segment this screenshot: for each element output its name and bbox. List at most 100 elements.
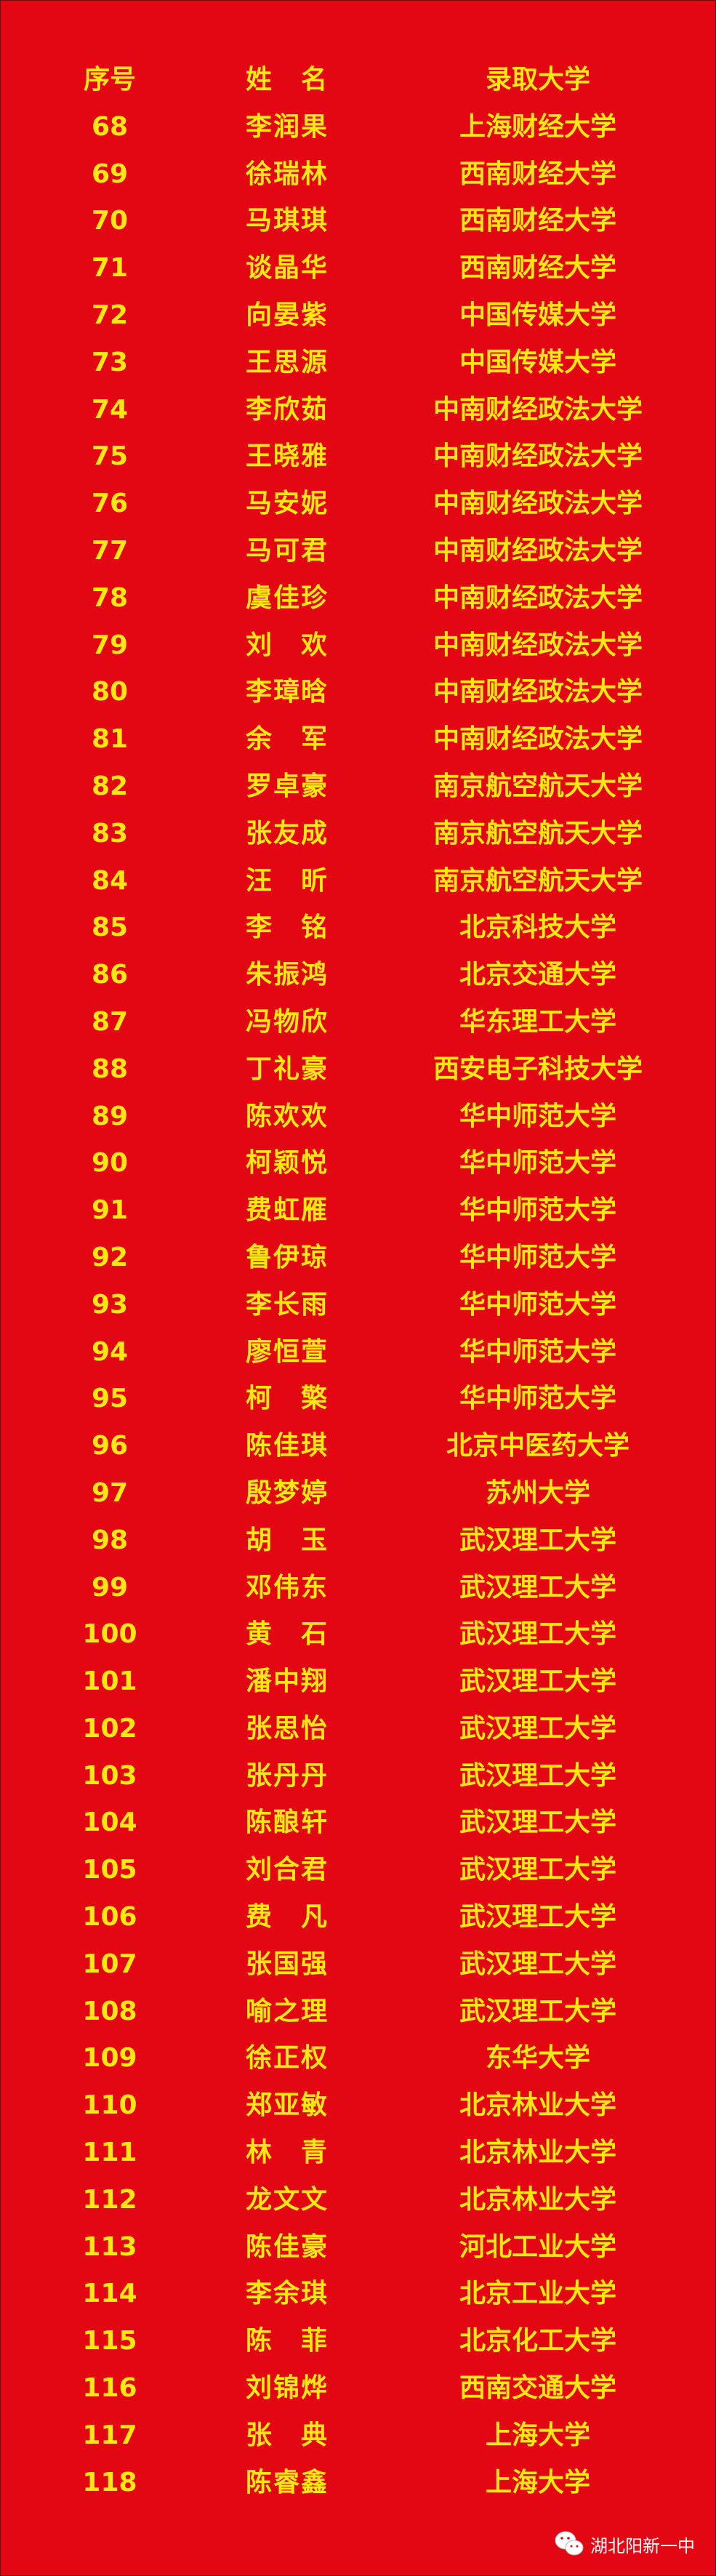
row-university: 华中师范大学: [459, 1289, 616, 1320]
row-university: 西南财经大学: [459, 159, 616, 189]
row-no: 87: [91, 1006, 129, 1037]
table-row: 73 王思源 中国传媒大学: [0, 340, 716, 387]
row-university: 华中师范大学: [459, 1336, 616, 1367]
row-university: 武汉理工大学: [459, 1666, 616, 1697]
row-no: 84: [91, 865, 129, 896]
row-university: 北京科技大学: [459, 912, 616, 943]
row-university: 河北工业大学: [459, 2231, 616, 2262]
table-row: 114 李余琪 北京工业大学: [0, 2271, 716, 2318]
row-no: 88: [91, 1054, 129, 1084]
row-name: 刘 欢: [246, 630, 327, 660]
table-row: 82 罗卓豪 南京航空航天大学: [0, 763, 716, 811]
row-university: 华中师范大学: [459, 1148, 616, 1179]
row-no: 76: [91, 489, 129, 519]
row-university: 华中师范大学: [459, 1242, 616, 1272]
row-name: 黄 石: [246, 1619, 327, 1650]
row-no: 79: [91, 630, 129, 660]
row-name: 汪 昕: [246, 865, 327, 896]
row-no: 95: [91, 1384, 129, 1414]
watermark-text: 湖北阳新一中: [590, 2535, 695, 2556]
row-name: 马可君: [246, 535, 327, 566]
row-university: 西南交通大学: [459, 2373, 616, 2404]
row-name: 李璋晗: [246, 677, 327, 707]
row-no: 89: [91, 1101, 129, 1131]
row-no: 101: [82, 1666, 137, 1697]
table-row: 100 黄 石 武汉理工大学: [0, 1611, 716, 1658]
row-no: 103: [82, 1760, 137, 1791]
row-university: 中南财经政法大学: [433, 489, 643, 519]
row-name: 徐瑞林: [246, 159, 327, 189]
table-row: 108 喻之理 武汉理工大学: [0, 1989, 716, 2036]
table-row: 116 刘锦烨 西南交通大学: [0, 2365, 716, 2412]
row-name: 林 青: [246, 2138, 327, 2168]
row-no: 75: [91, 441, 129, 472]
row-no: 114: [82, 2279, 137, 2309]
row-no: 117: [82, 2420, 137, 2450]
row-university: 北京交通大学: [459, 960, 616, 990]
row-name: 柯 檠: [246, 1384, 327, 1414]
table-row: 69 徐瑞林 西南财经大学: [0, 151, 716, 198]
row-university: 上海大学: [485, 2467, 590, 2497]
row-university: 武汉理工大学: [459, 1949, 616, 1979]
table-row: 101 潘中翔 武汉理工大学: [0, 1658, 716, 1706]
row-no: 73: [91, 347, 129, 377]
table-row: 102 张思怡 武汉理工大学: [0, 1706, 716, 1753]
row-university: 南京航空航天大学: [433, 771, 643, 801]
row-university: 北京林业大学: [459, 2184, 616, 2215]
table-row: 90 柯颖悦 华中师范大学: [0, 1140, 716, 1187]
row-university: 武汉理工大学: [459, 1525, 616, 1555]
row-no: 90: [91, 1148, 129, 1179]
row-name: 张思怡: [246, 1713, 327, 1744]
row-university: 北京工业大学: [459, 2279, 616, 2309]
row-no: 113: [82, 2231, 137, 2262]
row-name: 徐正权: [246, 2043, 327, 2074]
table-row: 74 李欣茹 中南财经政法大学: [0, 387, 716, 434]
row-no: 68: [91, 111, 129, 142]
row-university: 中南财经政法大学: [433, 441, 643, 472]
row-university: 华中师范大学: [459, 1195, 616, 1226]
row-university: 中南财经政法大学: [433, 535, 643, 566]
row-university: 中南财经政法大学: [433, 724, 643, 755]
row-name: 柯颖悦: [246, 1148, 327, 1179]
row-name: 罗卓豪: [246, 771, 327, 801]
row-no: 80: [91, 677, 129, 707]
row-no: 118: [82, 2467, 137, 2497]
table-row: 95 柯 檠 华中师范大学: [0, 1376, 716, 1423]
row-name: 李润果: [246, 111, 327, 142]
row-university: 上海大学: [485, 2420, 590, 2450]
row-no: 105: [82, 1855, 137, 1885]
row-no: 96: [91, 1431, 129, 1461]
row-no: 108: [82, 1996, 137, 2026]
row-no: 102: [82, 1713, 137, 1744]
row-name: 胡 玉: [246, 1525, 327, 1555]
row-no: 86: [91, 960, 129, 990]
row-name: 陈佳豪: [246, 2231, 327, 2262]
table-row: 78 虞佳珍 中南财经政法大学: [0, 575, 716, 622]
row-name: 喻之理: [246, 1996, 327, 2026]
row-name: 廖恒萱: [246, 1336, 327, 1367]
row-name: 李 铭: [246, 912, 327, 943]
row-university: 中国传媒大学: [459, 347, 616, 377]
table-row: 70 马琪琪 西南财经大学: [0, 198, 716, 245]
row-no: 107: [82, 1949, 137, 1979]
row-name: 张友成: [246, 818, 327, 848]
row-name: 李长雨: [246, 1289, 327, 1320]
row-university: 中国传媒大学: [459, 300, 616, 330]
table-row: 91 费虹雁 华中师范大学: [0, 1187, 716, 1235]
row-name: 张 典: [246, 2420, 327, 2450]
table-row: 97 殷梦婷 苏州大学: [0, 1470, 716, 1517]
table-row: 92 鲁伊琼 华中师范大学: [0, 1235, 716, 1282]
wechat-icon: [555, 2531, 584, 2556]
row-university: 武汉理工大学: [459, 1855, 616, 1885]
row-no: 83: [91, 818, 129, 848]
table-header: 序号 姓 名 录取大学: [0, 57, 716, 104]
row-no: 70: [91, 206, 129, 236]
header-name: 姓 名: [246, 65, 327, 95]
row-university: 中南财经政法大学: [433, 630, 643, 660]
row-name: 张国强: [246, 1949, 327, 1979]
row-university: 中南财经政法大学: [433, 582, 643, 613]
table-row: 110 郑亚敏 北京林业大学: [0, 2082, 716, 2130]
row-no: 100: [82, 1619, 137, 1650]
table-row: 118 陈睿鑫 上海大学: [0, 2460, 716, 2507]
row-no: 110: [82, 2090, 137, 2121]
